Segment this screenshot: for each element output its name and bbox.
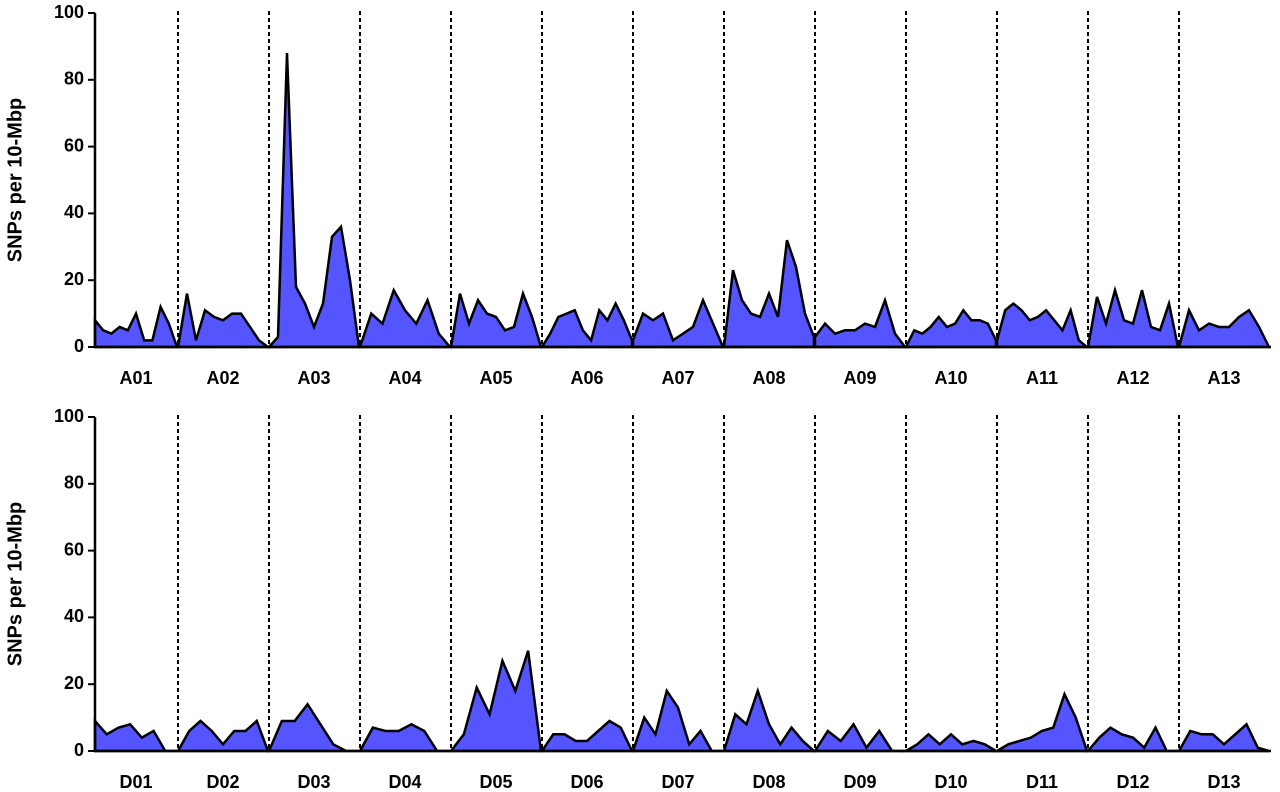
x-tick-label: D01 (119, 772, 152, 792)
y-tick-label: 20 (64, 673, 84, 693)
x-tick-label: A02 (206, 368, 239, 388)
x-tick-label: D10 (934, 772, 967, 792)
x-tick-label: A10 (934, 368, 967, 388)
x-tick-label: A07 (661, 368, 694, 388)
x-tick-label: A09 (843, 368, 876, 388)
area (448, 650, 543, 753)
area (267, 702, 359, 753)
x-tick-label: A06 (570, 368, 603, 388)
area (449, 289, 543, 349)
area (266, 53, 361, 349)
area (1085, 724, 1178, 753)
x-tick-label: A05 (479, 368, 512, 388)
area (631, 296, 725, 349)
y-tick-label: 60 (64, 539, 84, 559)
x-tick-label: A12 (1116, 368, 1149, 388)
area (175, 718, 270, 753)
y-tick-label: 0 (74, 740, 84, 760)
area (358, 287, 453, 349)
area (903, 308, 998, 349)
area (812, 722, 905, 753)
x-tick-label: A03 (297, 368, 330, 388)
area (539, 300, 634, 349)
area (176, 293, 272, 349)
x-tick-label: D04 (388, 772, 421, 792)
area (722, 686, 818, 753)
x-tick-label: D02 (206, 772, 239, 792)
y-tick-label: 80 (64, 69, 84, 89)
area (93, 303, 179, 349)
area (992, 690, 1089, 753)
area (995, 301, 1091, 349)
y-tick-label: 100 (54, 2, 84, 22)
y-tick-label: 40 (64, 202, 84, 222)
y-tick-label: 100 (54, 406, 84, 426)
area (357, 722, 450, 753)
x-tick-label: D13 (1207, 772, 1240, 792)
x-tick-label: A13 (1207, 368, 1240, 388)
y-axis-label: SNPs per 10-Mbp (4, 502, 26, 666)
area (631, 687, 723, 753)
area (93, 717, 177, 753)
x-tick-label: A01 (119, 368, 152, 388)
area (1176, 722, 1270, 753)
x-tick-label: D08 (752, 772, 785, 792)
y-axis-label: SNPs per 10-Mbp (4, 98, 26, 262)
y-tick-label: 0 (74, 336, 84, 356)
x-tick-label: A08 (752, 368, 785, 388)
area (722, 239, 816, 349)
x-tick-label: D11 (1026, 772, 1058, 792)
x-tick-label: D12 (1116, 772, 1149, 792)
x-tick-label: A11 (1026, 368, 1058, 388)
x-tick-label: D03 (297, 772, 330, 792)
x-tick-label: A04 (388, 368, 421, 388)
area (813, 296, 908, 349)
area (1086, 285, 1180, 349)
x-tick-label: D09 (843, 772, 876, 792)
y-tick-label: 40 (64, 606, 84, 626)
x-tick-label: D05 (479, 772, 512, 792)
x-tick-label: D06 (570, 772, 603, 792)
x-tick-label: D07 (661, 772, 694, 792)
y-tick-label: 80 (64, 473, 84, 493)
area (901, 732, 1001, 753)
y-tick-label: 60 (64, 135, 84, 155)
y-tick-label: 20 (64, 269, 84, 289)
area (1177, 306, 1272, 349)
area (539, 719, 634, 753)
